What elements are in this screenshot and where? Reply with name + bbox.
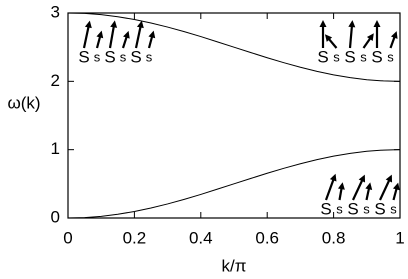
spin-label: s xyxy=(387,49,394,64)
spin-label: s xyxy=(363,201,370,216)
x-tick-label: 1 xyxy=(395,228,404,247)
x-tick-label: 0 xyxy=(63,228,72,247)
arrow-head xyxy=(319,20,327,27)
spin-label: S xyxy=(320,199,331,218)
arrow-head xyxy=(366,33,374,41)
arrow-head xyxy=(123,30,130,39)
arrow-head xyxy=(136,20,144,29)
spin-label: s xyxy=(120,49,127,64)
spin-arrow xyxy=(324,177,336,201)
arrow-head xyxy=(358,174,366,183)
y-tick-label: 1 xyxy=(51,139,60,158)
spin-label: S xyxy=(374,199,385,218)
spin-arrow xyxy=(134,24,143,49)
spin-label: s xyxy=(390,201,397,216)
arrow-head xyxy=(84,20,92,29)
spin-arrow xyxy=(352,177,365,201)
arrow-head xyxy=(324,34,333,42)
spin-label: S xyxy=(344,47,355,66)
spin-label: s xyxy=(146,49,153,64)
spin-label: S xyxy=(104,47,115,66)
arrow-head xyxy=(337,182,345,190)
spin-label: s xyxy=(333,49,340,64)
spin-arrow xyxy=(348,23,354,49)
y-tick-label: 0 xyxy=(51,207,60,226)
y-tick-label: 2 xyxy=(51,71,60,90)
spin-arrow xyxy=(108,24,116,49)
arrow-head xyxy=(373,20,381,27)
x-tick-label: 0.4 xyxy=(189,228,213,247)
x-axis-label: k/π xyxy=(222,256,247,275)
spin-label: S xyxy=(347,199,358,218)
plot-frame xyxy=(67,12,401,219)
arrow-head xyxy=(329,173,337,182)
spin-label: s xyxy=(360,49,367,64)
arrow-head xyxy=(392,182,400,191)
spin-label: S xyxy=(317,47,328,66)
x-tick-label: 0.8 xyxy=(322,228,346,247)
arrow-head xyxy=(96,30,104,39)
arrow-head xyxy=(385,174,393,183)
spin-label: s xyxy=(94,49,101,64)
arrow-head xyxy=(110,20,118,28)
arrow-head xyxy=(148,30,156,39)
line-series xyxy=(67,12,401,82)
arrow-head xyxy=(365,182,373,190)
arrow-head xyxy=(348,20,356,28)
x-tick-label: 0.6 xyxy=(255,228,279,247)
spin-label: S xyxy=(371,47,382,66)
line-series xyxy=(67,149,401,219)
spin-arrow xyxy=(379,177,392,201)
spin-label: S xyxy=(78,47,89,66)
x-tick-label: 0.2 xyxy=(123,228,147,247)
y-tick-label: 3 xyxy=(51,2,60,21)
y-axis-label: ω(k) xyxy=(7,93,40,112)
arrow-head xyxy=(390,31,398,39)
spin-arrow xyxy=(82,24,91,49)
spin-label: s xyxy=(336,201,343,216)
spin-label: S xyxy=(130,47,141,66)
